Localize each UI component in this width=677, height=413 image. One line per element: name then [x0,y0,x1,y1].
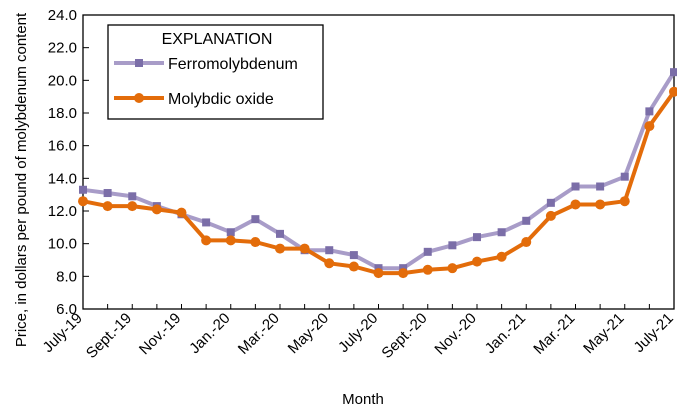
x-tick-label: May-20 [285,310,332,357]
data-point-molybdic-oxide [472,256,482,267]
legend-label-ferromolybdenum: Ferromolybdenum [168,56,298,73]
data-point-molybdic-oxide [299,243,310,254]
data-point-molybdic-oxide [669,86,677,97]
data-point-molybdic-oxide [275,243,285,254]
data-point-ferromolybdenum [276,229,284,238]
data-point-molybdic-oxide [225,235,236,246]
y-tick-label: 10.0 [48,236,77,253]
data-point-molybdic-oxide [570,199,581,210]
data-point-ferromolybdenum [596,182,605,191]
data-point-ferromolybdenum [103,189,112,198]
data-point-ferromolybdenum [645,107,654,116]
legend-title: EXPLANATION [162,31,273,48]
data-point-molybdic-oxide [521,237,532,248]
data-point-ferromolybdenum [423,247,432,256]
data-point-molybdic-oxide [78,196,88,207]
data-point-molybdic-oxide [447,263,458,274]
data-point-ferromolybdenum [202,218,211,227]
x-tick-label: Jan.-20 [186,310,233,357]
x-tick-label: Nov.-19 [136,310,184,358]
y-tick-label: 22.0 [48,40,77,57]
data-point-molybdic-oxide [201,235,212,246]
x-tick-label: Sept.-19 [83,310,135,362]
data-point-ferromolybdenum [448,241,457,250]
data-point-ferromolybdenum [497,228,506,237]
x-tick-label: July-20 [335,310,381,356]
y-tick-label: 12.0 [48,203,77,220]
legend-label-molybdic-oxide: Molybdic oxide [168,91,274,108]
data-point-ferromolybdenum [620,172,629,181]
legend-box [107,24,324,120]
x-tick-label: Mar.-21 [530,310,578,358]
data-point-molybdic-oxide [324,258,335,269]
legend-marker-ferromolybdenum [135,59,143,67]
y-tick-label: 18.0 [48,105,77,122]
data-point-ferromolybdenum [473,233,481,242]
x-tick-label: Sept.-20 [378,310,430,362]
data-point-ferromolybdenum [79,185,87,194]
x-tick-label: Nov.-20 [431,310,479,358]
legend: EXPLANATION Ferromolybdenum Molybdic oxi… [107,24,324,120]
x-tick-label: Mar.-20 [235,310,283,358]
data-point-molybdic-oxide [348,261,359,272]
data-point-molybdic-oxide [595,199,606,210]
y-tick-label: 16.0 [48,138,77,155]
data-point-molybdic-oxide [545,210,556,221]
y-tick-label: 8.0 [56,268,77,285]
data-point-molybdic-oxide [176,207,187,218]
data-point-ferromolybdenum [349,251,358,260]
x-tick-label: May-21 [580,310,627,357]
x-tick-label: Jan.-21 [482,310,529,357]
data-point-ferromolybdenum [670,68,677,77]
data-point-ferromolybdenum [251,215,260,224]
legend-marker-molybdic-oxide [134,93,144,103]
data-point-molybdic-oxide [422,264,433,275]
data-point-molybdic-oxide [102,201,113,212]
data-point-ferromolybdenum [546,198,555,207]
x-axis-title: Month [342,391,384,408]
y-axis-title: Price, in dollars per pound of molybdenu… [13,12,30,347]
y-tick-label: 14.0 [48,170,77,187]
data-point-ferromolybdenum [522,216,531,225]
x-tick-label: July-21 [631,310,677,356]
data-point-molybdic-oxide [496,251,507,262]
data-point-molybdic-oxide [644,121,655,132]
y-tick-label: 6.0 [56,301,77,318]
data-point-molybdic-oxide [151,204,162,215]
data-point-ferromolybdenum [128,192,137,201]
data-point-molybdic-oxide [619,196,630,207]
data-point-ferromolybdenum [571,182,580,191]
data-point-ferromolybdenum [226,228,235,237]
y-tick-label: 24.0 [48,7,77,24]
data-point-ferromolybdenum [325,246,334,255]
data-point-molybdic-oxide [250,237,261,248]
data-point-molybdic-oxide [398,268,409,279]
data-point-molybdic-oxide [127,201,138,212]
y-tick-label: 20.0 [48,72,77,89]
data-point-molybdic-oxide [373,268,384,279]
